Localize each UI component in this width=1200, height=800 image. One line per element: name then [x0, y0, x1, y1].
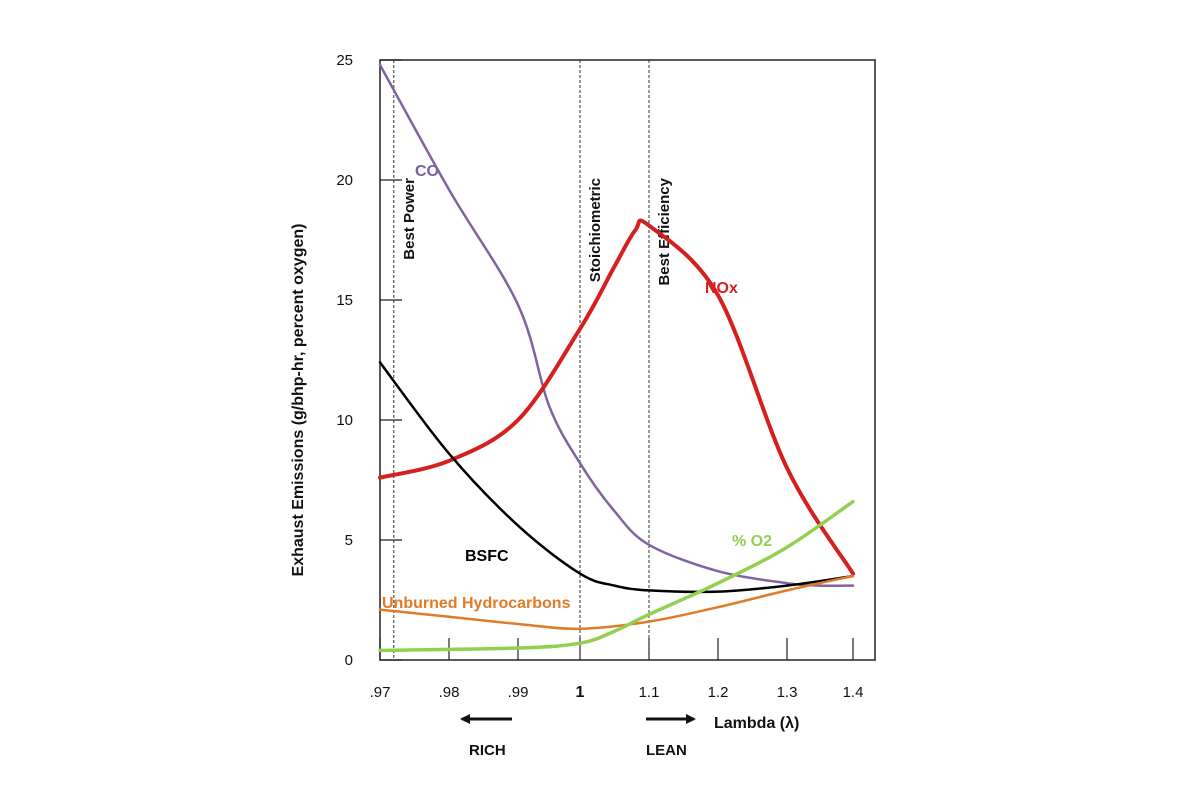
y-axis-title: Exhaust Emissions (g/bhp-hr, percent oxy…	[290, 224, 307, 577]
y-tick-label: 0	[345, 652, 353, 669]
lean-label: LEAN	[646, 742, 687, 759]
series-line-o2	[378, 499, 855, 653]
x-tick-label: .99	[508, 684, 529, 701]
series-line-co	[378, 63, 855, 588]
x-tick-label: 1.2	[708, 684, 729, 701]
series-label-hc: Unburned Hydrocarbons	[382, 595, 571, 612]
x-tick-label: .98	[439, 684, 460, 701]
x-tick-label: 1.3	[777, 684, 798, 701]
y-axis-ticks: 0 5 10 15 20 25	[336, 52, 402, 669]
reference-lines: Best Power Stoichiometric Best Efficiency	[393, 60, 673, 660]
reference-line-label: Best Efficiency	[656, 177, 673, 285]
series-layer	[378, 63, 855, 653]
x-tick-label: 1	[576, 684, 585, 701]
reference-line-label: Stoichiometric	[587, 178, 604, 282]
series-line-nox	[378, 218, 855, 576]
y-tick-label: 10	[336, 412, 353, 429]
y-tick-label: 5	[345, 532, 353, 549]
reference-line-label: Best Power	[401, 178, 418, 260]
series-label-bsfc: BSFC	[465, 548, 509, 565]
series-label-o2: % O2	[732, 533, 772, 550]
x-axis-title: Lambda (λ)	[714, 715, 799, 732]
series-label-co: CO	[415, 163, 439, 180]
series-line-hc	[378, 574, 855, 631]
x-tick-label: 1.4	[843, 684, 864, 701]
x-tick-label: .97	[370, 684, 391, 701]
plot-area	[379, 59, 876, 661]
x-tick-label: 1.1	[639, 684, 660, 701]
series-line-bsfc	[378, 361, 855, 594]
y-tick-label: 15	[336, 292, 353, 309]
y-tick-label: 25	[336, 52, 353, 69]
y-tick-label: 20	[336, 172, 353, 189]
series-label-nox: NOx	[705, 280, 738, 297]
rich-label: RICH	[469, 742, 506, 759]
